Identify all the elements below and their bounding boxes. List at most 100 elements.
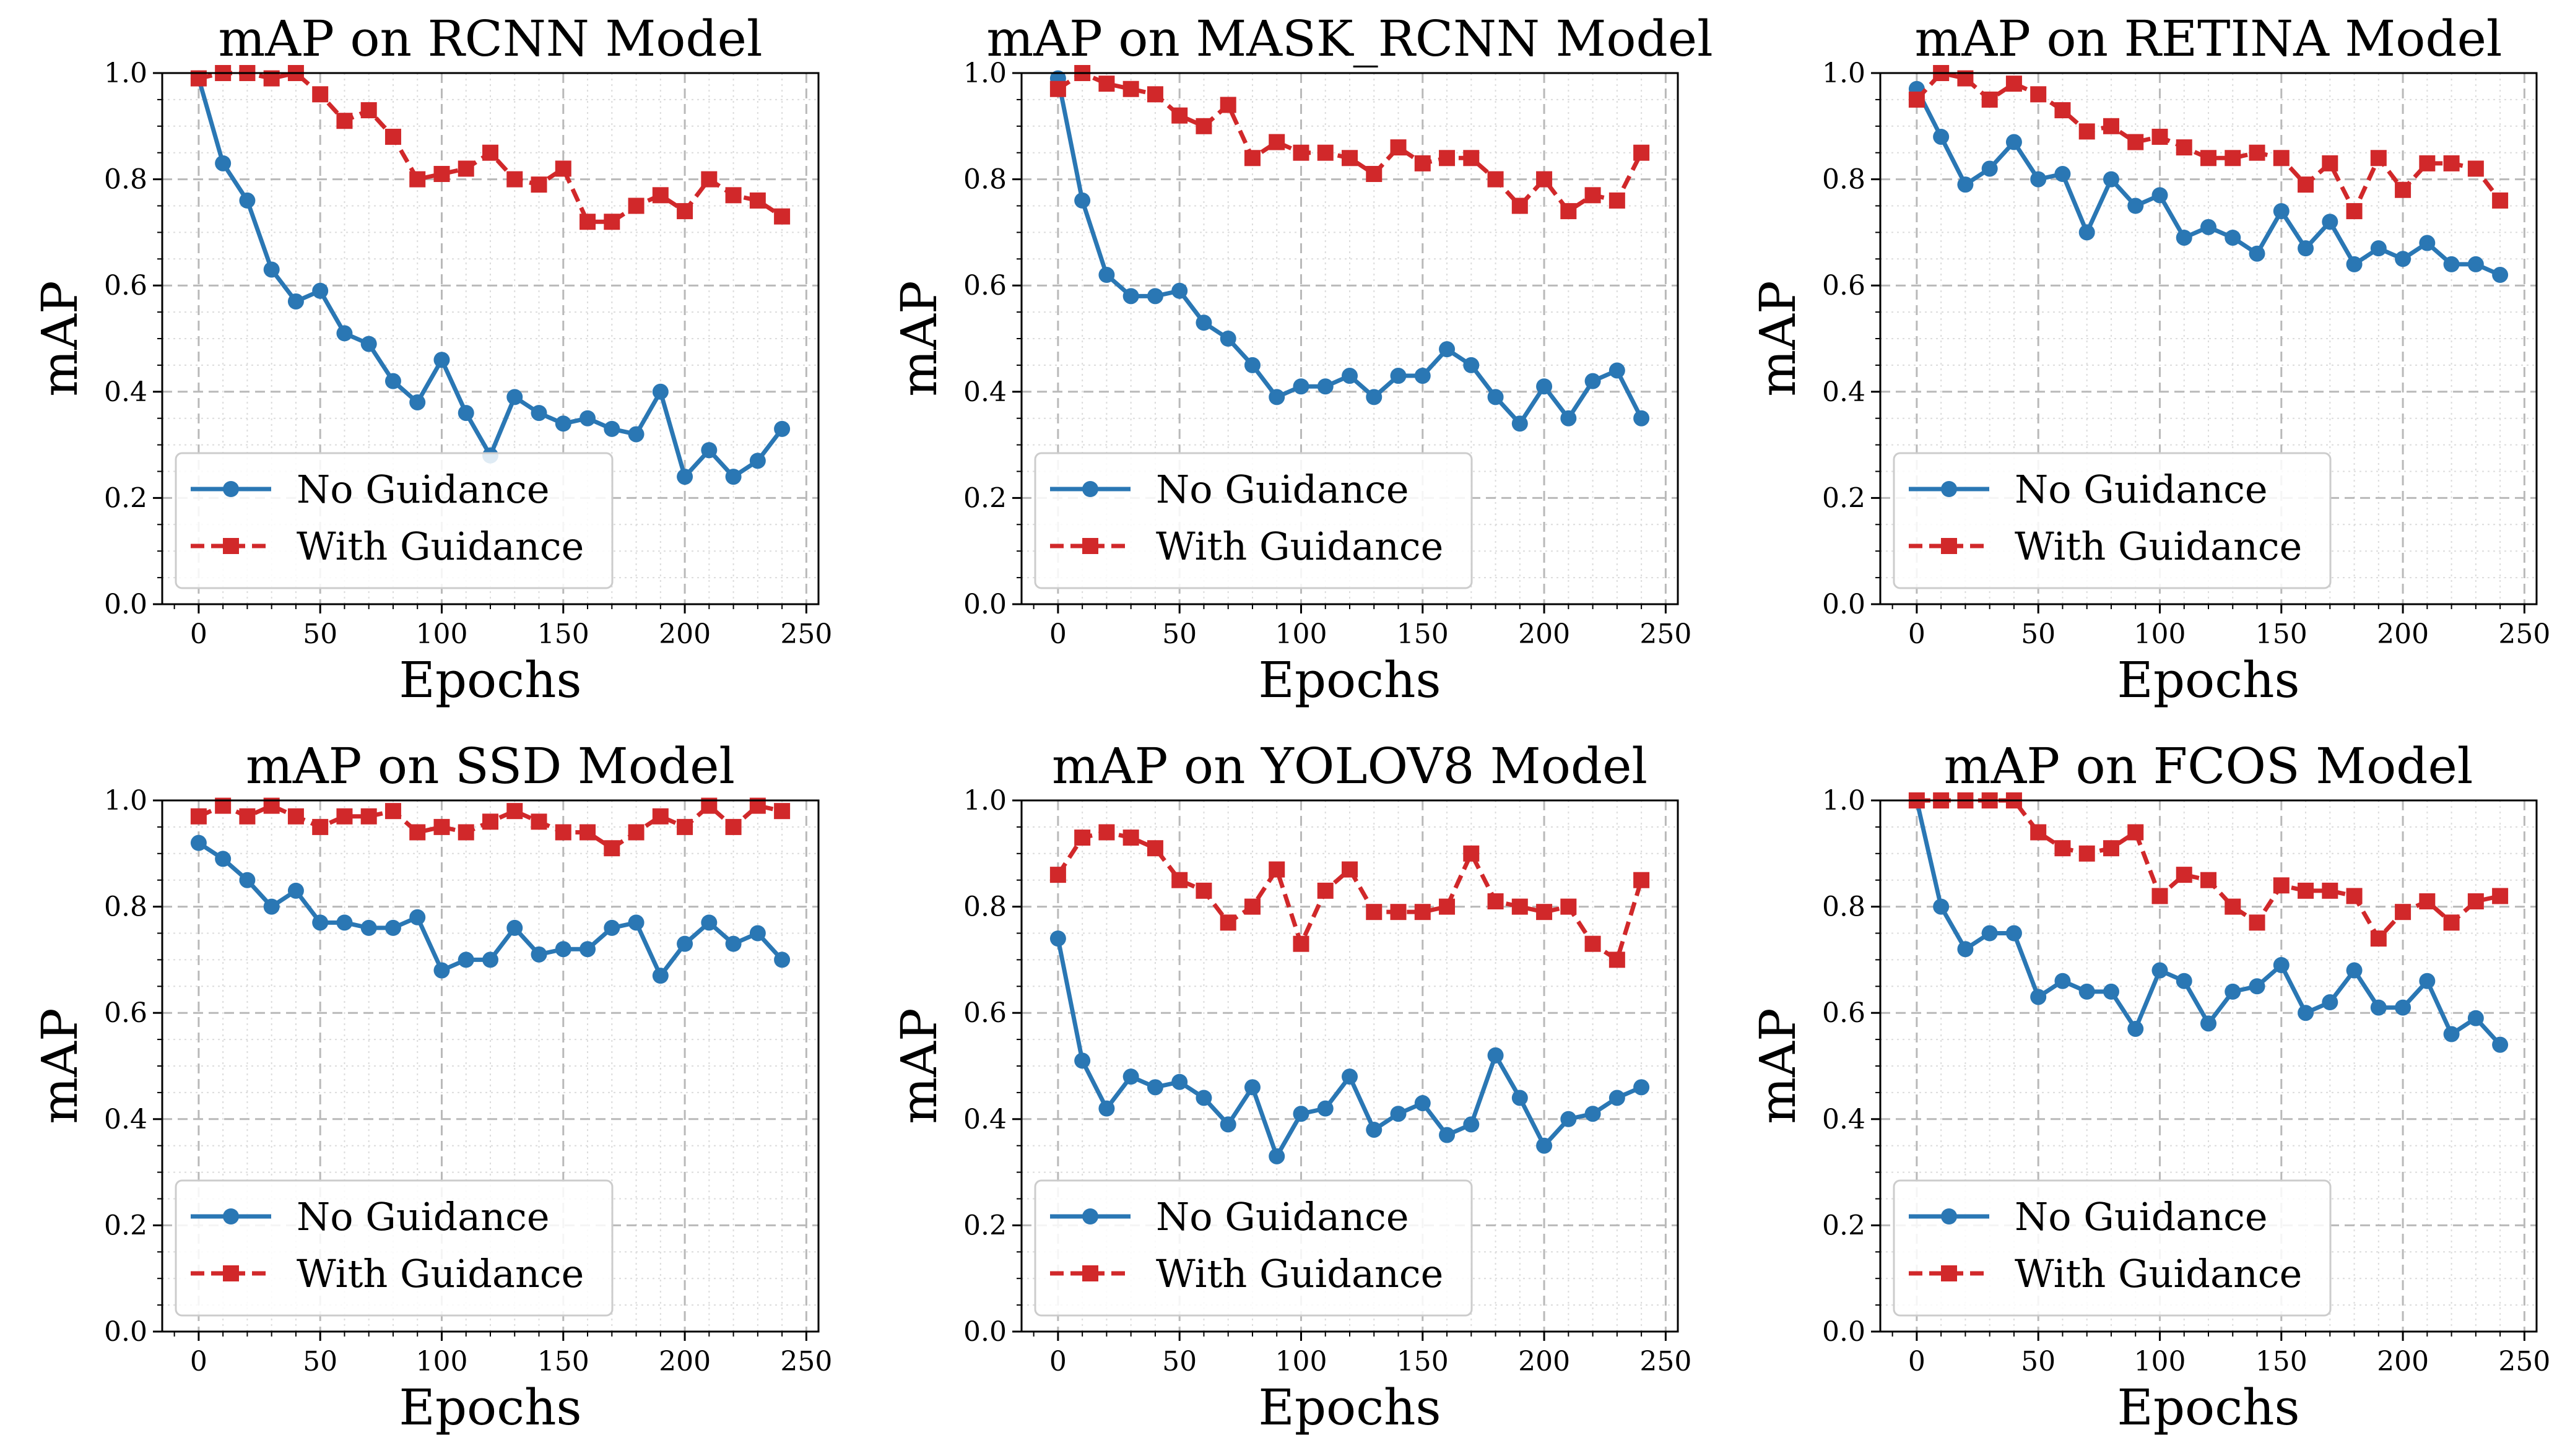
data-point (2249, 978, 2265, 995)
data-point (749, 453, 766, 469)
data-point (580, 941, 596, 958)
legend-box (175, 452, 614, 589)
data-point (1633, 410, 1650, 427)
chart-title: mAP on SSD Model (246, 737, 735, 795)
chart-title: mAP on YOLOV8 Model (1052, 737, 1647, 795)
chart-title: mAP on RCNN Model (218, 10, 762, 67)
x-tick-label: 200 (2377, 1346, 2429, 1377)
data-point (482, 144, 498, 161)
data-point (1196, 118, 1212, 134)
data-point (531, 176, 547, 193)
data-point (725, 935, 742, 952)
legend-label: With Guidance (2015, 524, 2302, 569)
data-point (701, 442, 718, 459)
data-point (506, 389, 523, 405)
x-tick-label: 0 (1049, 1346, 1067, 1377)
data-point (2419, 973, 2436, 989)
data-point (263, 898, 280, 915)
data-point (409, 824, 426, 841)
x-tick-label: 100 (415, 618, 467, 650)
data-point (2467, 1010, 2484, 1026)
data-point (1317, 144, 1334, 161)
x-tick-label: 100 (2134, 1346, 2186, 1377)
x-tick-label: 50 (1162, 1346, 1197, 1377)
y-tick-label: 0.0 (963, 589, 1007, 620)
legend-label: No Guidance (1156, 1194, 1409, 1239)
data-point (312, 282, 329, 299)
data-point (1536, 1137, 1553, 1154)
data-point (2054, 102, 2071, 119)
x-tick-label: 100 (1275, 618, 1327, 650)
data-point (1196, 882, 1212, 899)
data-point (1342, 861, 1358, 878)
data-point (2030, 86, 2047, 103)
x-tick-label: 250 (1639, 1346, 1691, 1377)
data-point (2492, 267, 2509, 284)
subplot-4: 0 50 100 150 200 250 0.0 0.2 0.4 0.6 0.8 1.0 mAP on … (31, 737, 832, 1436)
chart-title: mAP on FCOS Model (1944, 737, 2473, 795)
data-point (2492, 1036, 2509, 1053)
data-point (1933, 898, 1950, 915)
data-point (2151, 962, 2168, 979)
data-point (2395, 181, 2412, 198)
data-point (2005, 134, 2022, 150)
data-point (1414, 1095, 1431, 1112)
series-no-guidance (1049, 930, 1650, 1164)
data-point (433, 962, 450, 979)
y-tick-label: 0.2 (963, 482, 1007, 514)
data-point (677, 469, 693, 485)
y-axis-label: mAP (890, 1008, 948, 1124)
y-axis-label: mAP (31, 1008, 89, 1124)
data-point (2370, 930, 2387, 947)
data-point (1269, 861, 1285, 878)
y-tick-label: 0.6 (104, 997, 147, 1029)
data-point (1366, 904, 1383, 921)
data-point (2467, 893, 2484, 910)
x-axis-label: Epochs (399, 1379, 581, 1436)
series-with-guidance (190, 65, 791, 230)
y-tick-label: 0.0 (1822, 589, 1865, 620)
data-point (2249, 245, 2265, 262)
y-tick-label: 0.2 (963, 1210, 1007, 1241)
y-tick-label: 0.6 (963, 270, 1007, 301)
data-point (1439, 898, 1456, 915)
y-tick-label: 0.6 (1822, 997, 1865, 1029)
data-point (1536, 171, 1553, 188)
legend-swatch-marker (1941, 538, 1957, 554)
data-point (1366, 1121, 1383, 1138)
y-tick-label: 0.2 (1822, 1210, 1865, 1241)
data-point (1098, 824, 1115, 841)
data-point (1098, 1100, 1115, 1117)
data-point (2346, 962, 2363, 979)
data-point (287, 882, 304, 899)
y-tick-label: 1.0 (1822, 58, 1865, 89)
data-point (2370, 240, 2387, 257)
y-tick-label: 0.4 (963, 1104, 1007, 1135)
data-point (2103, 118, 2119, 134)
y-axis-label: mAP (31, 280, 89, 396)
data-point (2225, 150, 2241, 167)
data-point (774, 803, 791, 820)
data-point (2249, 144, 2265, 161)
series-no-guidance (190, 834, 791, 984)
data-point (2322, 882, 2338, 899)
data-point (2225, 983, 2241, 1000)
data-point (190, 834, 207, 851)
data-point (1608, 362, 1625, 379)
legend-label: No Guidance (297, 467, 550, 512)
chart-title: mAP on MASK_RCNN Model (986, 10, 1713, 67)
data-point (1536, 904, 1553, 921)
data-point (1390, 368, 1407, 384)
subplot-1: 0 50 100 150 200 250 0.0 0.2 0.4 0.6 0.8 1.0 mAP on … (31, 10, 832, 709)
minor-grid (1022, 800, 1678, 1332)
data-point (312, 86, 329, 103)
data-point (458, 824, 474, 841)
data-point (482, 951, 498, 968)
x-tick-label: 100 (1275, 1346, 1327, 1377)
data-point (1122, 288, 1139, 305)
subplot-3: 0 50 100 150 200 250 0.0 0.2 0.4 0.6 0.8 1.0 mAP on … (1749, 10, 2550, 709)
data-point (2298, 1005, 2314, 1021)
data-point (1049, 867, 1066, 883)
data-point (555, 941, 571, 958)
